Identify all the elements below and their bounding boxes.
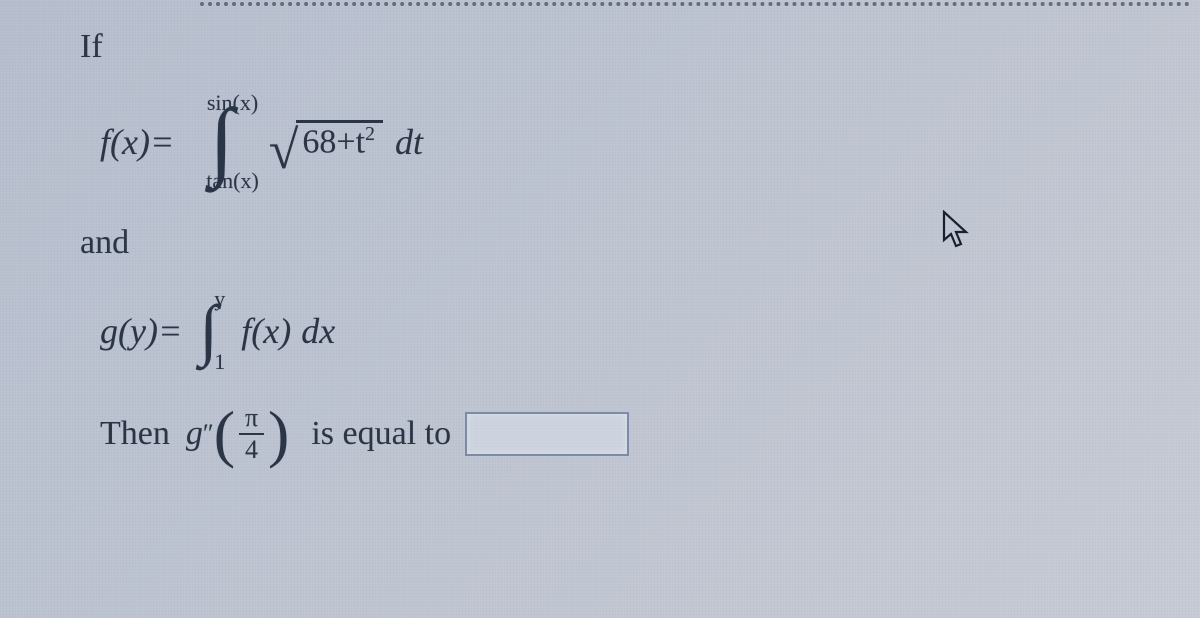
radicand-base: 68+t <box>302 124 365 161</box>
f-dvar: dt <box>395 121 423 163</box>
double-prime-icon: ″ <box>203 419 214 449</box>
f-definition: f(x)= sin(x) ∫ tan(x) √ 68+t2 dt <box>100 92 1140 192</box>
pi-over-4: π 4 <box>239 405 264 463</box>
integral-sign-icon: ∫ <box>199 304 218 355</box>
g-definition: g(y)= y ∫ 1 f(x) dx <box>100 288 1140 373</box>
intro-text: If <box>80 28 1140 66</box>
f-int-lower: tan(x) <box>206 170 259 192</box>
g-lhs: g(y)= <box>100 310 182 352</box>
top-dashed-border <box>200 2 1190 6</box>
f-lhs: f(x)= <box>100 121 174 163</box>
sqrt-expression: √ 68+t2 <box>269 120 383 163</box>
answer-input[interactable] <box>465 412 629 456</box>
and-text: and <box>80 224 1140 262</box>
then-prefix: Then <box>100 415 170 453</box>
frac-den: 4 <box>239 433 264 463</box>
then-func-g: g <box>186 415 203 453</box>
g-integral: y ∫ 1 <box>192 288 225 373</box>
g-integrand-fx: f(x) <box>241 310 291 352</box>
left-paren-icon: ( <box>214 415 235 453</box>
cursor-icon <box>940 210 972 261</box>
g-int-lower: 1 <box>214 351 225 373</box>
g-double-prime: g″ ( π 4 ) <box>176 405 289 463</box>
right-paren-icon: ) <box>268 415 289 453</box>
radical-sign-icon: √ <box>269 137 299 164</box>
is-equal-to: is equal to <box>311 415 451 453</box>
radicand: 68+t2 <box>296 120 383 163</box>
g-dvar: dx <box>301 310 335 352</box>
then-row: Then g″ ( π 4 ) is equal to <box>100 405 1140 463</box>
math-problem: If f(x)= sin(x) ∫ tan(x) √ 68+t2 dt and … <box>80 10 1140 608</box>
frac-num: π <box>241 405 262 433</box>
f-integral: sin(x) ∫ tan(x) <box>184 92 259 192</box>
integral-sign-icon: ∫ <box>209 108 233 174</box>
radicand-exp: 2 <box>365 123 375 145</box>
